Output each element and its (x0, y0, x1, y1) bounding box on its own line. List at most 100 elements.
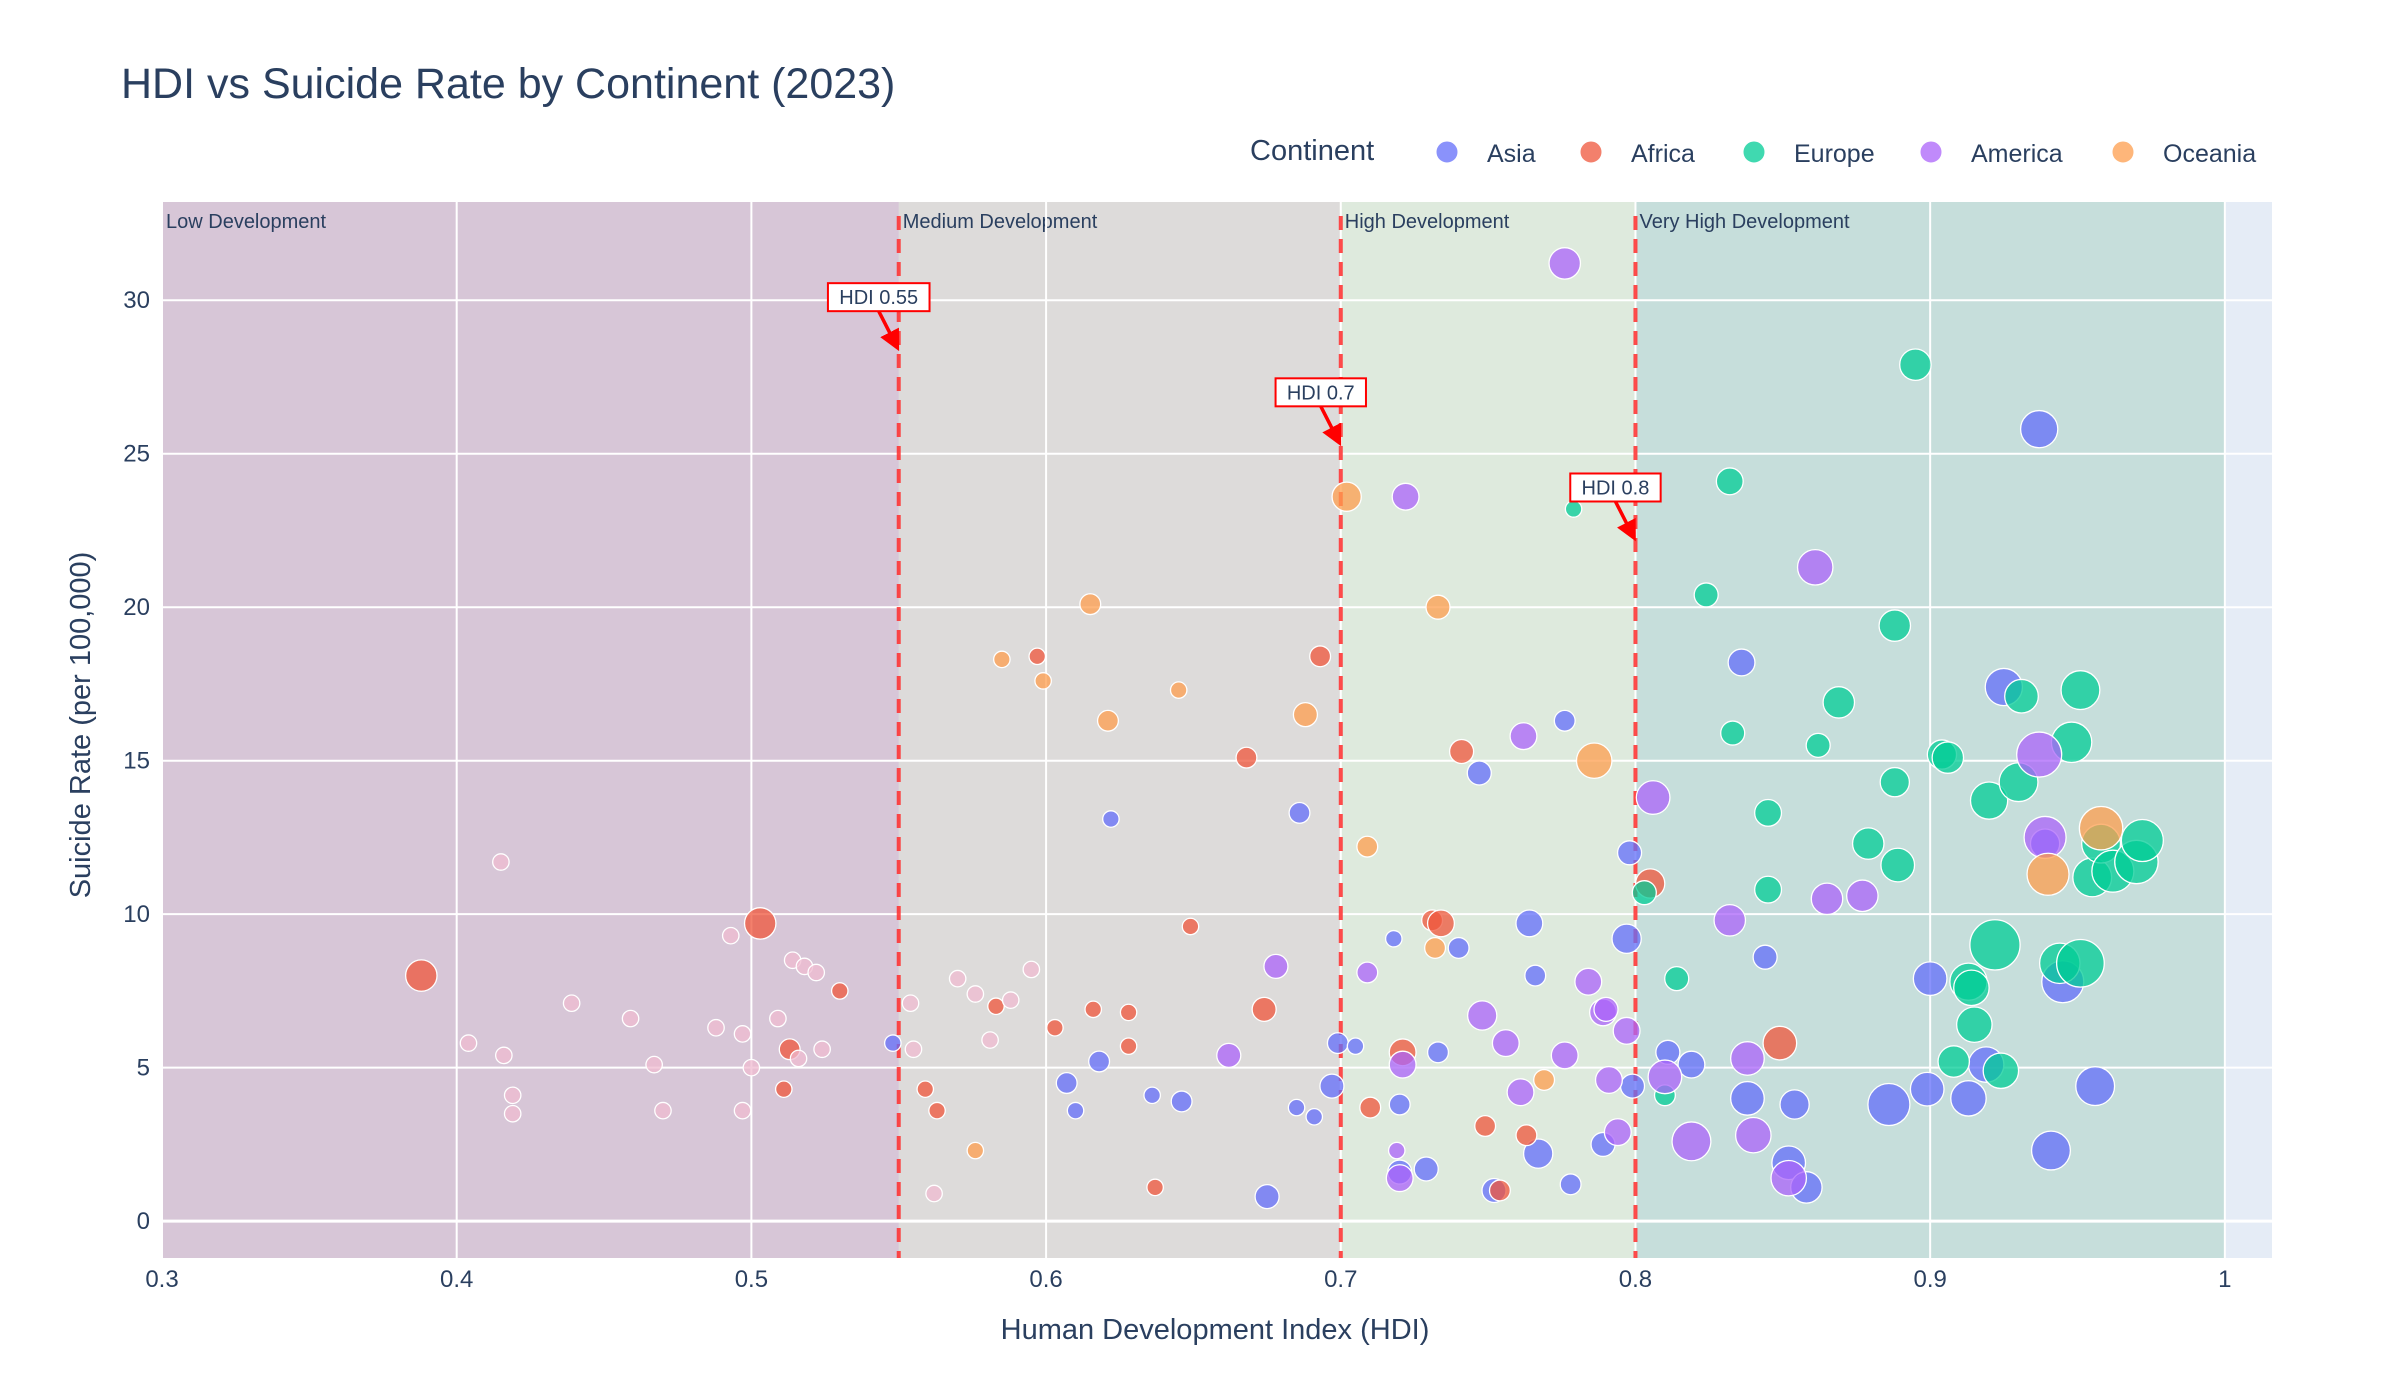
data-point (1388, 1050, 1417, 1079)
data-point (2026, 852, 2070, 896)
legend-item-oceania[interactable]: Oceania (2111, 140, 2256, 168)
data-point (1424, 936, 1447, 960)
chart-title: HDI vs Suicide Rate by Continent (2023) (121, 60, 895, 108)
data-point (1254, 1183, 1280, 1210)
data-point (966, 1141, 985, 1160)
annotation-box (1569, 472, 1662, 503)
data-point (645, 1055, 663, 1074)
data-point (1822, 686, 1856, 719)
data-point (774, 1080, 793, 1099)
data-point (1522, 1138, 1554, 1169)
data-point (1331, 481, 1362, 512)
data-point (1880, 847, 1916, 883)
data-point (807, 963, 826, 982)
data-point (1146, 1178, 1164, 1197)
data-point (733, 1025, 752, 1043)
data-point (1734, 1116, 1772, 1154)
data-point (1425, 594, 1451, 620)
data-point (1426, 1041, 1450, 1064)
data-point (1770, 1159, 1808, 1197)
region-label: Very High Development (1639, 211, 1850, 233)
data-point (459, 1034, 478, 1052)
data-point (1055, 1071, 1078, 1095)
legend[interactable]: Continent Asia Africa Europe America Oceania (1250, 135, 2256, 168)
data-point (769, 1009, 787, 1028)
data-point (1779, 1089, 1810, 1120)
data-point (1028, 647, 1047, 666)
data-point (789, 1049, 808, 1068)
data-point (1631, 880, 1657, 906)
data-point (1931, 741, 1965, 774)
data-point (1170, 1090, 1193, 1113)
data-point (1034, 672, 1052, 690)
data-point (1356, 961, 1379, 984)
data-point (733, 1101, 752, 1120)
data-point (1548, 247, 1582, 280)
data-point (1616, 840, 1643, 866)
data-point (404, 959, 438, 992)
data-point (1553, 709, 1576, 732)
data-point (1235, 746, 1258, 769)
data-point (1729, 1080, 1765, 1116)
data-point (1937, 1045, 1971, 1078)
legend-marker (1435, 140, 1459, 164)
data-point (494, 1046, 513, 1065)
legend-item-europe[interactable]: Europe (1742, 140, 1875, 168)
data-point (1385, 1164, 1414, 1193)
data-point (1969, 919, 2021, 971)
data-point (2016, 731, 2063, 778)
data-point (883, 1034, 902, 1052)
data-point (1356, 835, 1379, 858)
data-point (1810, 882, 1844, 916)
data-point (1084, 1000, 1103, 1019)
data-point (1713, 903, 1747, 937)
data-point (1096, 709, 1120, 732)
data-point (721, 926, 740, 945)
data-point (2060, 670, 2101, 711)
data-point (1867, 1082, 1911, 1127)
data-point (1969, 781, 2009, 820)
data-point (1879, 766, 1911, 798)
data-point (1612, 1016, 1641, 1045)
legend-item-africa[interactable]: Africa (1579, 140, 1695, 168)
data-point (1796, 548, 1834, 586)
data-point (1287, 1098, 1306, 1117)
data-point (1754, 798, 1783, 827)
data-points (404, 247, 2164, 1210)
legend-label: Africa (1631, 140, 1695, 168)
data-point (743, 907, 777, 940)
data-point (2120, 818, 2164, 863)
data-point (1466, 1000, 1498, 1031)
legend-item-asia[interactable]: Asia (1435, 140, 1536, 168)
legend-marker (1579, 140, 1603, 164)
legend-item-america[interactable]: America (1919, 140, 2063, 168)
data-point (1574, 967, 1603, 996)
data-point (928, 1101, 946, 1120)
x-tick-label: 0.5 (735, 1266, 768, 1293)
data-point (987, 997, 1005, 1016)
data-point (1664, 966, 1690, 992)
data-point (1559, 1173, 1582, 1196)
data-point (1326, 1032, 1349, 1055)
annotation-box (826, 282, 931, 313)
data-point (1426, 909, 1456, 938)
y-tick-label: 30 (123, 287, 150, 314)
data-point (1143, 1086, 1162, 1105)
data-point (916, 1080, 935, 1099)
data-point (1079, 593, 1102, 616)
data-point (2078, 805, 2124, 851)
legend-marker (1742, 140, 1766, 164)
region-band (162, 202, 899, 1258)
annotation-label: HDI 0.55 (839, 287, 918, 309)
x-tick-label: 0.4 (440, 1266, 473, 1293)
data-point (1263, 953, 1289, 980)
data-point (1022, 960, 1041, 979)
data-point (1388, 1093, 1411, 1116)
data-point (1956, 1006, 1993, 1044)
data-point (1066, 1101, 1085, 1120)
data-point (1119, 1003, 1138, 1022)
data-point (1181, 917, 1200, 936)
data-point (1752, 944, 1778, 970)
x-tick-label: 0.3 (145, 1266, 178, 1293)
